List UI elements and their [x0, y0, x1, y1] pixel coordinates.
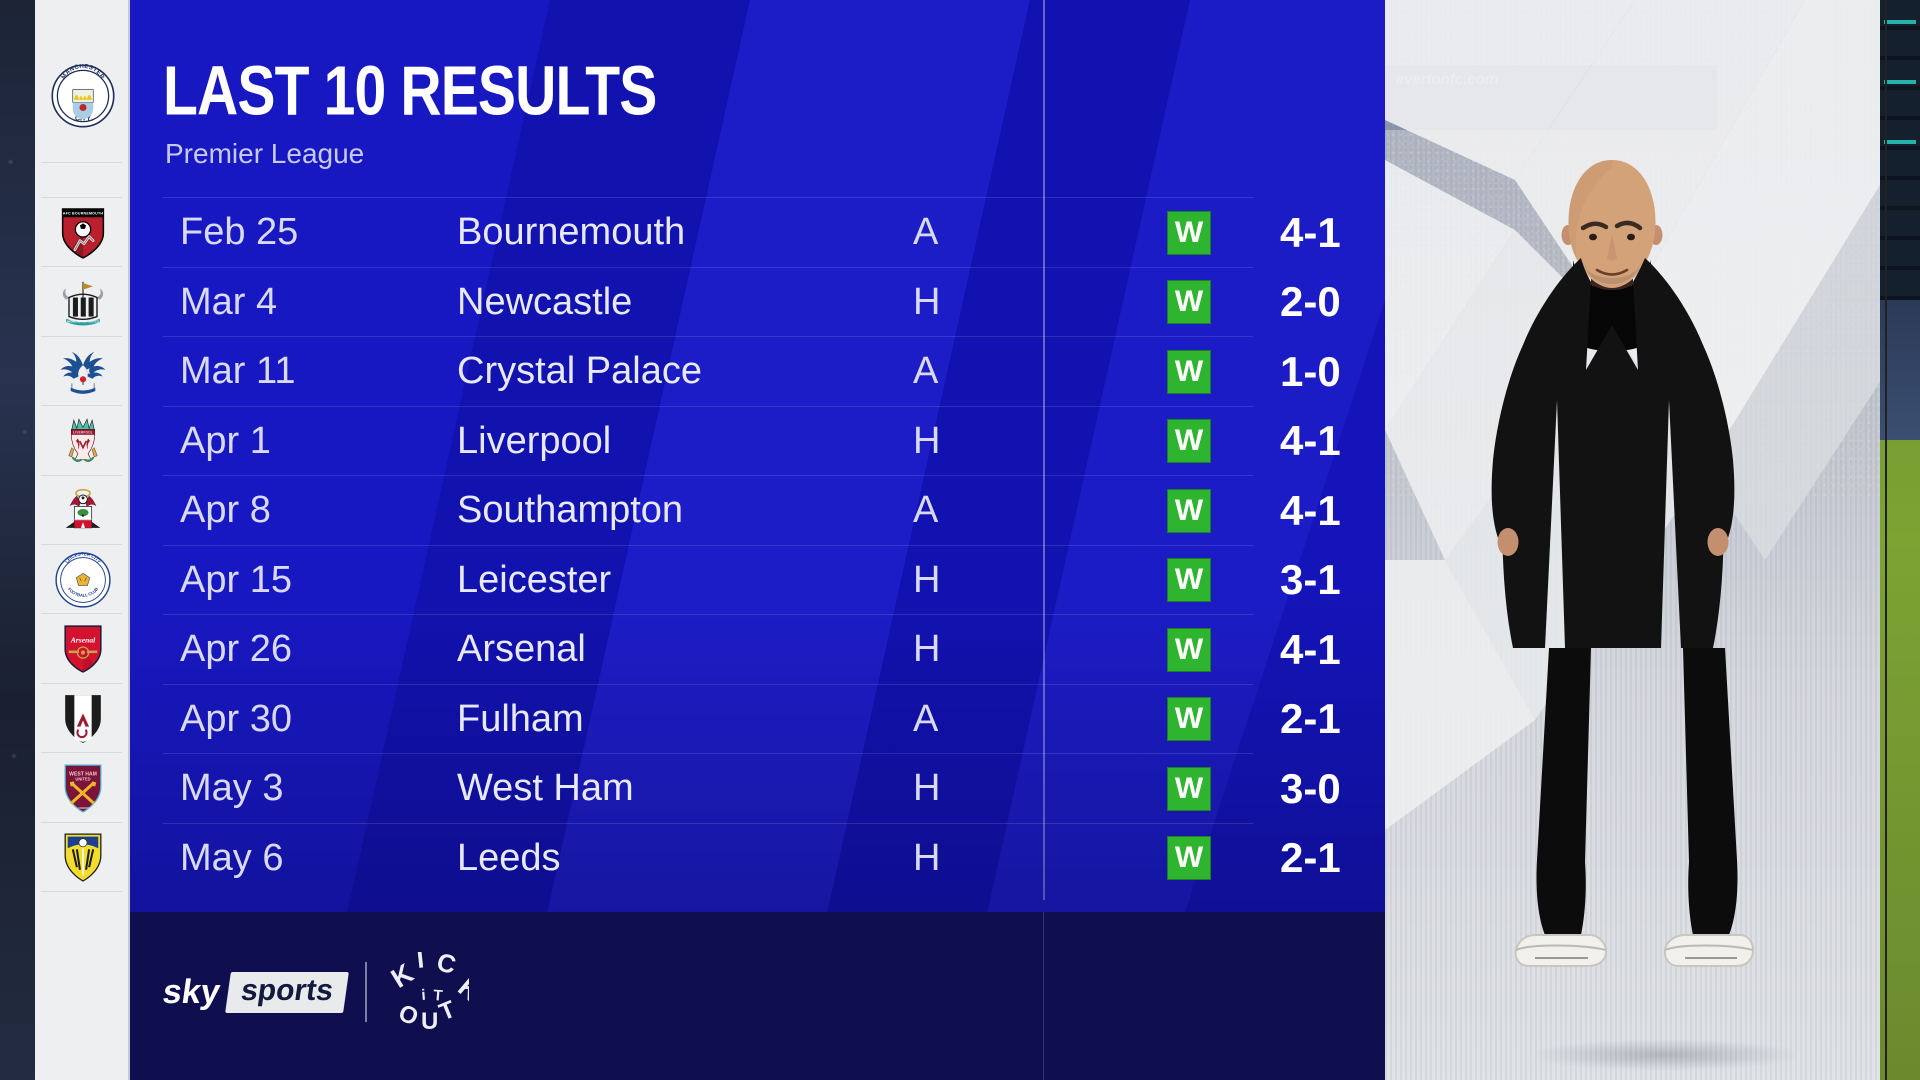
svg-text:K: K [389, 957, 419, 994]
svg-text:LONDON: LONDON [76, 806, 89, 810]
svg-text:C: C [434, 952, 459, 980]
svg-text:Arsenal: Arsenal [69, 635, 95, 644]
svg-text:NEWCASTLE UNITED: NEWCASTLE UNITED [67, 320, 100, 324]
svg-text:T: T [436, 996, 460, 1027]
svg-text:U: U [421, 1008, 438, 1032]
svg-text:i: i [421, 987, 426, 1004]
svg-text:LIVERPOOL: LIVERPOOL [73, 430, 93, 434]
svg-text:UNITED: UNITED [75, 776, 90, 781]
svg-text:I: I [416, 952, 426, 974]
svg-text:K: K [453, 971, 470, 1008]
svg-text:O: O [395, 999, 422, 1031]
svg-text:AFC BOURNEMOUTH: AFC BOURNEMOUTH [62, 211, 103, 215]
